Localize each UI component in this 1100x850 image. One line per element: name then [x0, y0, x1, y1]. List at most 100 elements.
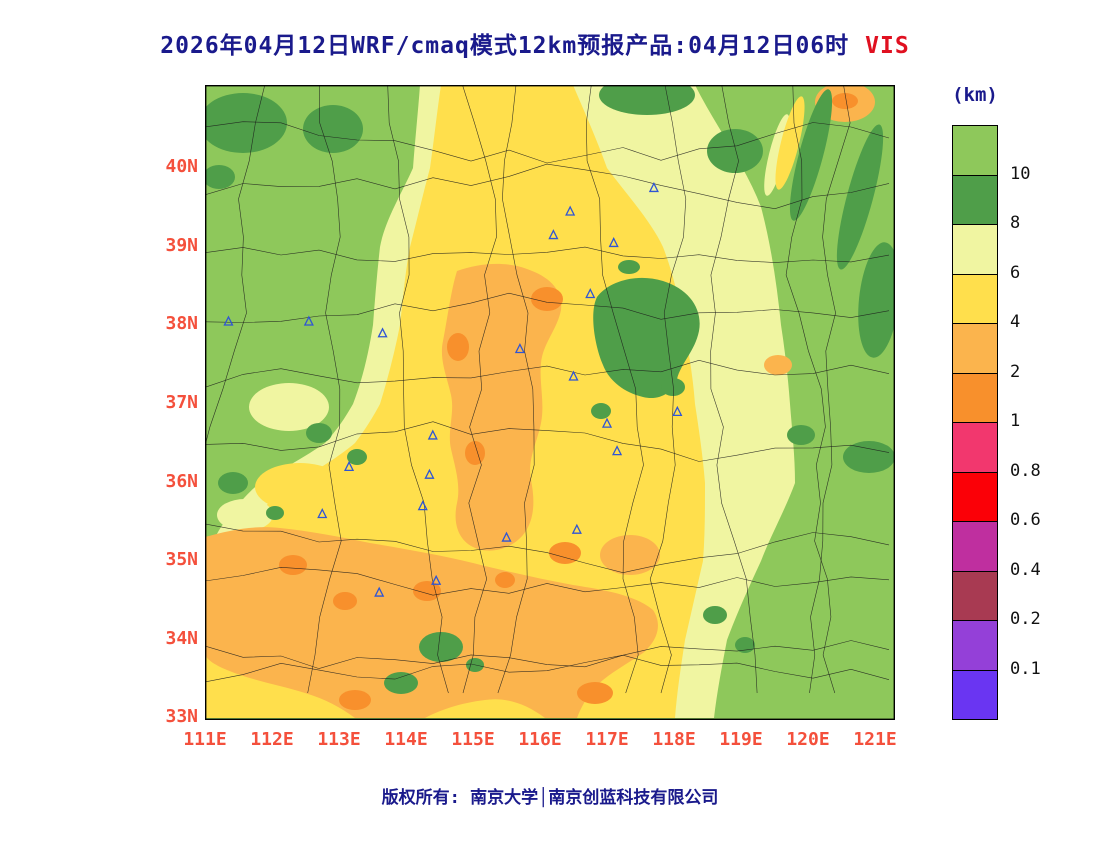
- title-variable: VIS: [865, 33, 910, 59]
- station-marker-icon: [514, 343, 525, 354]
- map-frame: [205, 85, 895, 720]
- boundary-line: [205, 85, 266, 447]
- boundary-line: [205, 640, 890, 683]
- station-marker-icon: [565, 205, 576, 216]
- station-marker-icon: [611, 445, 623, 456]
- station-marker-icon: [648, 181, 659, 193]
- station-marker-icon: [571, 523, 582, 534]
- station-marker-icon: [548, 229, 559, 240]
- legend-value-label: 0.8: [1010, 460, 1041, 481]
- lon-tick-label: 116E: [518, 729, 562, 750]
- vis-region-orange: [531, 287, 563, 311]
- vis-region-lt-orange: [441, 263, 562, 551]
- legend-value-label: 4: [1010, 312, 1021, 332]
- vis-region-dk-green: [789, 89, 833, 221]
- vis-region-dk-green: [836, 124, 884, 270]
- station-marker-icon: [501, 531, 512, 542]
- copyright-text: 版权所有: 南京大学│南京创蓝科技有限公司: [381, 788, 719, 808]
- legend-color-swatch: [952, 422, 998, 473]
- vis-region-orange: [577, 682, 613, 704]
- legend-value-label: 0.1: [1010, 658, 1041, 679]
- boundary-line: [710, 85, 758, 694]
- station-marker-icon: [672, 405, 683, 417]
- lat-tick-label: 34N: [165, 627, 198, 649]
- vis-region-orange: [549, 542, 581, 564]
- boundary-line: [205, 566, 890, 596]
- vis-region-dk-green: [599, 85, 695, 115]
- vis-region-dk-green: [218, 472, 248, 494]
- vis-region-dk-green: [205, 165, 235, 189]
- legend-value-label: 6: [1010, 262, 1021, 283]
- vis-region-orange: [832, 93, 858, 109]
- boundary-line: [649, 85, 687, 694]
- vis-region-orange: [279, 555, 307, 575]
- vis-region-dk-green: [306, 423, 332, 443]
- legend-color-swatch: [952, 323, 998, 374]
- lon-tick-label: 112E: [250, 729, 294, 750]
- boundary-line: [205, 246, 890, 263]
- lon-tick-label: 119E: [719, 729, 763, 750]
- boundary-line: [205, 121, 890, 164]
- vis-region-orange: [447, 333, 469, 361]
- lon-tick-label: 117E: [585, 729, 629, 750]
- lat-tick-label: 38N: [165, 313, 198, 335]
- lat-tick-label: 36N: [165, 470, 198, 492]
- boundary-line: [205, 292, 890, 323]
- station-marker-icon: [427, 429, 438, 440]
- lon-tick-label: 118E: [652, 729, 696, 750]
- legend-color-swatch: [952, 174, 998, 225]
- legend-color-swatch: [952, 620, 998, 671]
- vis-region-dk-green: [384, 672, 418, 694]
- vis-region-yellow: [255, 463, 345, 511]
- boundary-line: [497, 85, 535, 694]
- legend-color-swatch: [952, 224, 998, 275]
- vis-region-orange: [495, 572, 515, 588]
- boundary-line: [809, 85, 851, 694]
- lat-tick-label: 40N: [165, 156, 198, 178]
- station-marker-icon: [317, 508, 328, 519]
- vis-region-dk-green: [735, 637, 755, 653]
- vis-region-dk-green: [703, 606, 727, 624]
- lon-tick-label: 120E: [786, 729, 830, 750]
- visibility-contour-map: [205, 85, 895, 720]
- boundary-line: [205, 421, 890, 462]
- vis-region-dk-green: [347, 449, 367, 465]
- vis-region-pale: [217, 499, 273, 531]
- station-marker-icon: [608, 236, 619, 248]
- forecast-map: [205, 85, 895, 720]
- vis-region-dk-green: [205, 93, 287, 153]
- vis-region-dk-green: [661, 378, 685, 396]
- station-marker-icon: [568, 370, 579, 381]
- vis-region-yellow: [775, 96, 805, 190]
- vis-region-dk-green: [618, 260, 640, 274]
- vis-region-lt-orange: [205, 527, 658, 718]
- vis-region-dk-green: [787, 425, 815, 445]
- boundary-line: [462, 85, 497, 694]
- boundary-line: [205, 359, 890, 388]
- station-marker-icon: [377, 327, 388, 338]
- lon-tick-label: 113E: [317, 729, 361, 750]
- lon-tick-label: 111E: [183, 729, 227, 750]
- vis-region-lt-orange: [764, 355, 792, 375]
- legend-value-label: 2: [1010, 361, 1021, 382]
- vis-region-dk-green: [858, 242, 895, 358]
- legend-unit-label: (km): [952, 84, 998, 106]
- vis-region-pale: [249, 383, 329, 431]
- station-markers: [223, 181, 683, 597]
- vis-region-orange: [465, 441, 485, 465]
- station-marker-icon: [585, 288, 596, 299]
- lat-tick-label: 33N: [165, 706, 198, 728]
- boundary-line: [585, 85, 644, 694]
- station-marker-icon: [374, 586, 385, 597]
- boundary-line: [205, 645, 890, 680]
- vis-region-dk-green: [591, 403, 611, 419]
- station-marker-icon: [303, 315, 314, 326]
- vis-region-lt-orange: [600, 535, 660, 575]
- station-marker-icon: [417, 500, 428, 511]
- legend-color-swatch: [952, 570, 998, 621]
- legend-value-label: 0.2: [1010, 609, 1041, 629]
- lon-tick-label: 115E: [451, 729, 495, 750]
- boundary-line: [307, 85, 342, 694]
- vis-region-dk-green: [707, 129, 763, 173]
- admin-boundaries: [205, 85, 890, 694]
